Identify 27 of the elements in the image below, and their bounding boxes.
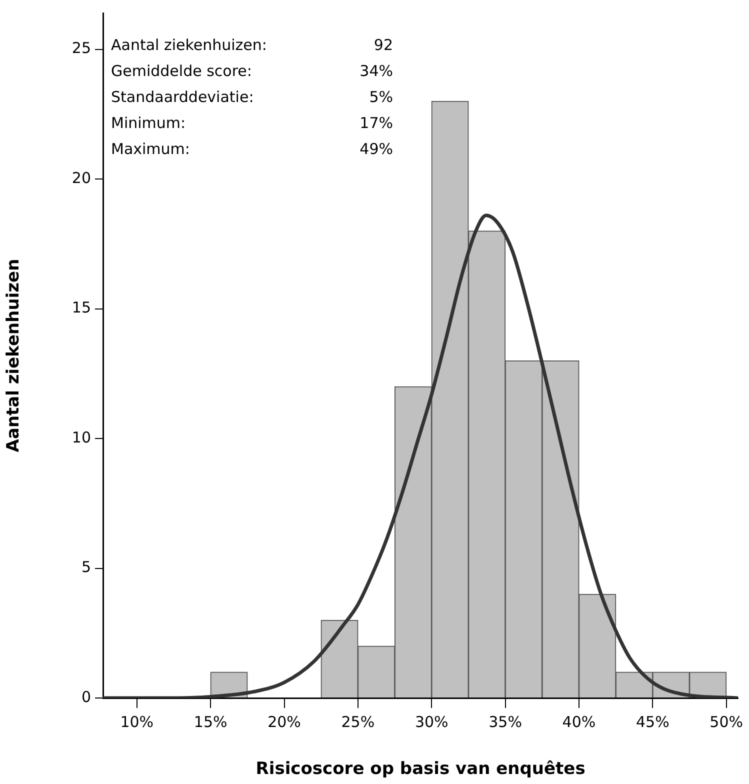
x-axis-title: Risicoscore op basis van enquêtes	[256, 759, 586, 780]
y-tick-label: 20	[72, 168, 91, 187]
annotation: 92	[374, 36, 393, 54]
annotation: 49%	[360, 140, 393, 158]
annotation: Minimum:	[111, 114, 186, 132]
x-tick-label: 10%	[120, 712, 154, 731]
annotation: 17%	[360, 114, 393, 132]
y-tick-label: 25	[72, 39, 91, 58]
x-tick-label: 35%	[488, 712, 522, 731]
x-tick-label: 30%	[414, 712, 448, 731]
annotation: Gemiddelde score:	[111, 62, 252, 80]
annotation: Maximum:	[111, 140, 190, 158]
annotation: 5%	[369, 88, 393, 106]
x-tick-label: 20%	[268, 712, 301, 731]
x-tick-label: 40%	[562, 712, 596, 731]
annotation: 34%	[360, 62, 393, 80]
y-tick-label: 15	[72, 298, 91, 317]
annotation: Standaarddeviatie:	[111, 88, 254, 106]
y-axis-title: Aantal ziekenhuizen	[4, 258, 24, 452]
y-tick-label: 5	[81, 558, 91, 576]
x-tick-label: 15%	[194, 712, 228, 731]
y-tick-label: 0	[81, 688, 91, 706]
y-tick-label: 10	[72, 428, 91, 446]
annotation: Aantal ziekenhuizen:	[111, 36, 267, 54]
x-tick-label: 45%	[636, 712, 670, 731]
x-tick-label: 50%	[710, 712, 743, 731]
x-tick-label: 25%	[341, 712, 375, 731]
